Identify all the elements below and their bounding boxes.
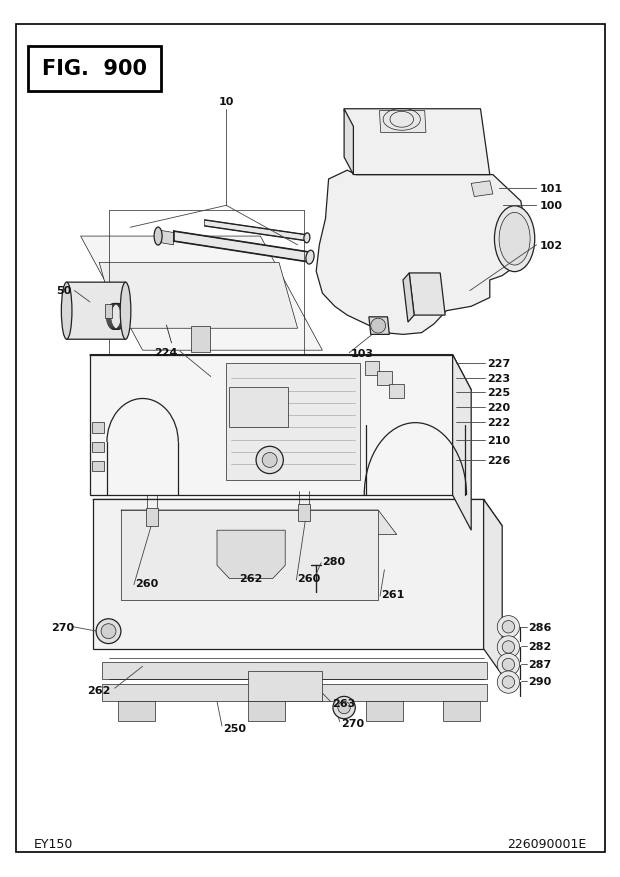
FancyBboxPatch shape — [298, 504, 310, 522]
Circle shape — [497, 616, 520, 638]
Polygon shape — [90, 355, 453, 496]
Text: eReplacementParts.com: eReplacementParts.com — [238, 432, 382, 445]
Circle shape — [371, 319, 386, 333]
Bar — [118, 702, 155, 721]
Ellipse shape — [154, 228, 162, 246]
Text: 226090001E: 226090001E — [507, 838, 586, 850]
Text: 282: 282 — [528, 641, 552, 652]
Ellipse shape — [61, 282, 72, 339]
Polygon shape — [81, 237, 322, 351]
Polygon shape — [205, 221, 307, 241]
Polygon shape — [217, 531, 285, 579]
Polygon shape — [121, 510, 378, 601]
Circle shape — [502, 621, 515, 633]
Bar — [443, 702, 480, 721]
Bar — [229, 388, 288, 427]
Text: EY150: EY150 — [34, 838, 74, 850]
Text: 103: 103 — [350, 348, 373, 359]
Polygon shape — [484, 500, 502, 675]
Text: FIG.  900: FIG. 900 — [42, 60, 147, 79]
Bar — [248, 671, 322, 702]
Text: 280: 280 — [322, 556, 345, 567]
Polygon shape — [379, 111, 426, 133]
Bar — [102, 662, 487, 680]
FancyBboxPatch shape — [377, 372, 392, 386]
Polygon shape — [453, 355, 471, 531]
Polygon shape — [99, 263, 298, 329]
Text: 220: 220 — [487, 403, 510, 413]
Circle shape — [502, 641, 515, 653]
Ellipse shape — [120, 282, 131, 339]
Bar — [248, 702, 285, 721]
Text: 261: 261 — [381, 589, 405, 600]
FancyBboxPatch shape — [191, 326, 210, 353]
Text: 10: 10 — [219, 97, 234, 107]
Circle shape — [497, 671, 520, 694]
Circle shape — [502, 676, 515, 688]
Ellipse shape — [304, 233, 310, 244]
FancyBboxPatch shape — [105, 304, 112, 318]
Polygon shape — [158, 231, 174, 246]
Bar — [92, 423, 104, 433]
Ellipse shape — [306, 251, 314, 265]
Text: 262: 262 — [239, 574, 263, 584]
Polygon shape — [409, 274, 445, 316]
Text: 270: 270 — [51, 622, 74, 632]
Polygon shape — [93, 500, 484, 649]
Bar — [92, 461, 104, 472]
Text: 102: 102 — [539, 240, 562, 251]
Text: 100: 100 — [539, 201, 562, 211]
Text: 260: 260 — [135, 578, 159, 588]
Text: 260: 260 — [298, 574, 321, 584]
Polygon shape — [344, 110, 490, 175]
Polygon shape — [174, 232, 310, 263]
Circle shape — [338, 702, 350, 714]
Polygon shape — [226, 364, 360, 481]
Polygon shape — [93, 500, 502, 526]
FancyBboxPatch shape — [365, 361, 379, 375]
Circle shape — [262, 453, 277, 467]
Polygon shape — [121, 510, 397, 535]
Text: 287: 287 — [528, 659, 552, 669]
Ellipse shape — [499, 213, 530, 266]
Text: 210: 210 — [487, 435, 510, 446]
Text: 227: 227 — [487, 359, 510, 369]
Polygon shape — [369, 317, 389, 335]
Circle shape — [497, 653, 520, 676]
Text: 290: 290 — [528, 676, 552, 687]
FancyBboxPatch shape — [28, 46, 161, 92]
Text: 286: 286 — [528, 622, 552, 632]
Text: 250: 250 — [223, 723, 246, 733]
Circle shape — [101, 624, 116, 638]
Text: 223: 223 — [487, 374, 510, 384]
Text: 50: 50 — [56, 286, 71, 296]
Circle shape — [502, 659, 515, 671]
Text: 226: 226 — [487, 455, 510, 466]
Text: 262: 262 — [87, 685, 110, 695]
Polygon shape — [471, 182, 493, 197]
Circle shape — [256, 446, 283, 474]
Text: 225: 225 — [487, 388, 510, 398]
FancyBboxPatch shape — [389, 385, 404, 399]
Circle shape — [333, 696, 355, 719]
Text: 101: 101 — [539, 183, 562, 194]
Circle shape — [497, 636, 520, 659]
Bar — [102, 684, 487, 702]
FancyBboxPatch shape — [66, 282, 126, 340]
Circle shape — [96, 619, 121, 644]
Text: 263: 263 — [332, 698, 355, 709]
Text: 222: 222 — [487, 417, 510, 428]
Polygon shape — [316, 171, 527, 335]
Polygon shape — [403, 274, 414, 323]
FancyBboxPatch shape — [146, 509, 158, 526]
Ellipse shape — [495, 207, 534, 273]
Polygon shape — [90, 355, 471, 390]
Bar — [92, 442, 104, 453]
Text: 270: 270 — [341, 718, 364, 729]
Text: 224: 224 — [154, 347, 177, 358]
Polygon shape — [344, 110, 353, 175]
Bar — [366, 702, 403, 721]
